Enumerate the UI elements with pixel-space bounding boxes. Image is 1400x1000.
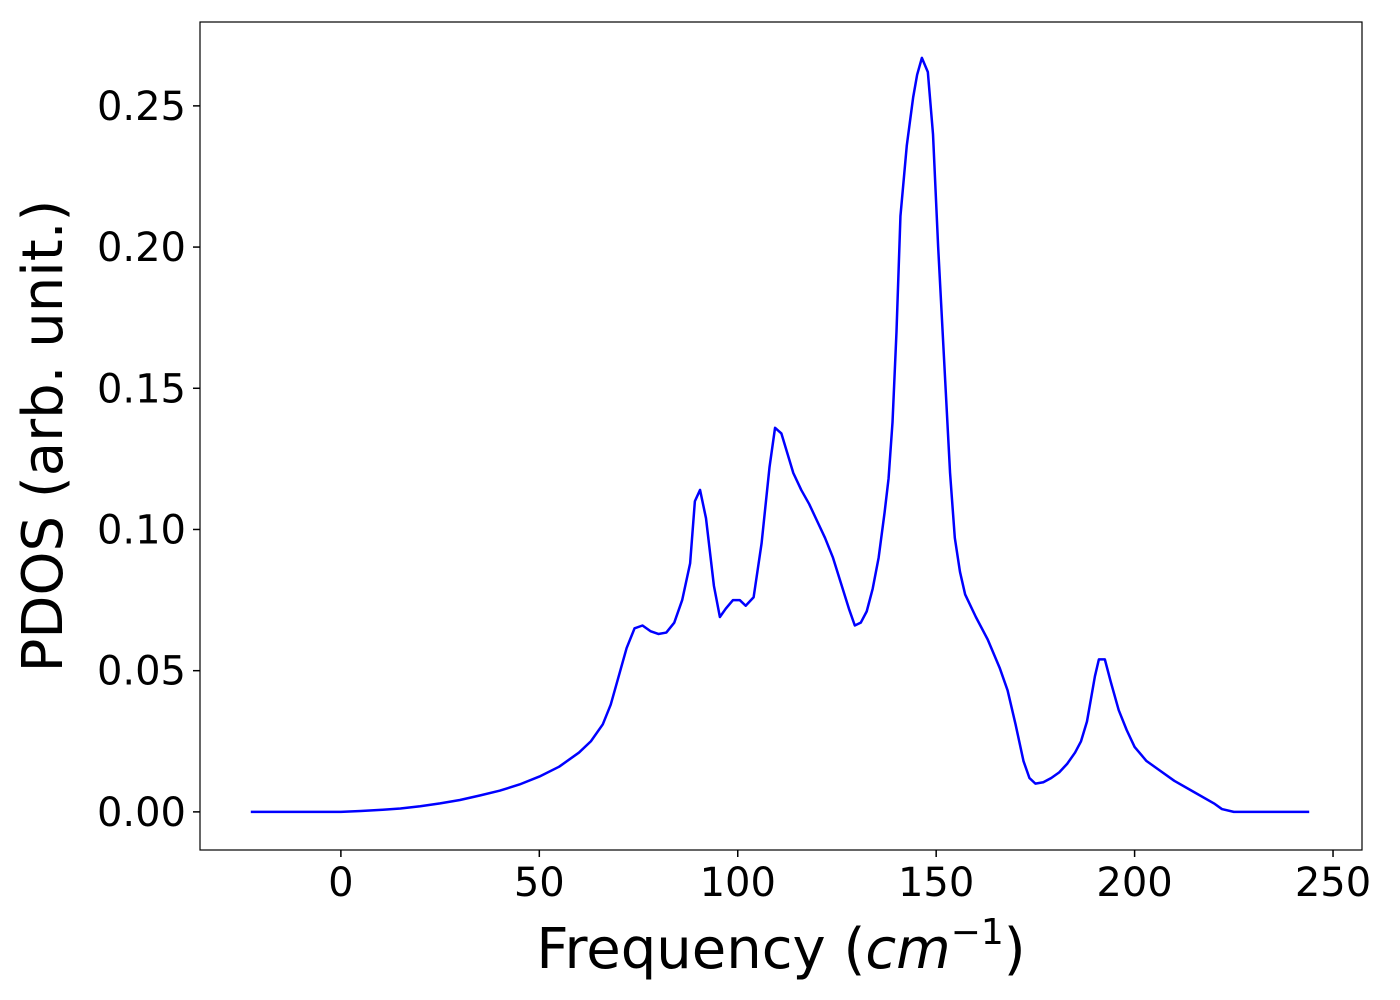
- x-tick-label: 200: [1096, 860, 1172, 906]
- x-label-text: Frequency (: [536, 917, 865, 982]
- x-axis-label: Frequency (cm−1): [536, 912, 1025, 982]
- x-label-close: ): [1004, 917, 1026, 982]
- y-tick-label: 0.25: [97, 84, 186, 130]
- x-tick-label: 250: [1295, 860, 1371, 906]
- x-tick-label: 100: [700, 860, 776, 906]
- y-tick-label: 0.05: [97, 649, 186, 695]
- y-tick-label: 0.20: [97, 225, 186, 271]
- y-tick-label: 0.10: [97, 507, 186, 553]
- plot-frame: [199, 21, 1363, 851]
- x-tick-label: 150: [898, 860, 974, 906]
- y-tick-label: 0.15: [97, 366, 186, 412]
- x-tick-label: 50: [514, 860, 565, 906]
- y-tick-label: 0.00: [97, 790, 186, 836]
- y-axis-label: PDOS (arb. unit.): [11, 200, 76, 673]
- x-tick-label: 0: [328, 860, 353, 906]
- line: [250, 56, 1310, 814]
- x-label-sup: −1: [951, 912, 1004, 953]
- x-label-math: cm: [865, 917, 950, 982]
